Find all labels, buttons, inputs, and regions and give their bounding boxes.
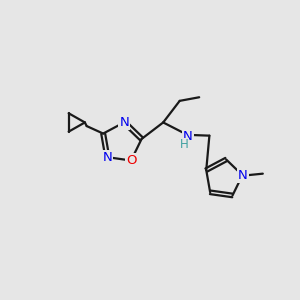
Text: N: N (103, 151, 112, 164)
Text: N: N (119, 116, 129, 129)
Text: H: H (180, 138, 189, 151)
Text: O: O (126, 154, 136, 167)
Text: N: N (238, 169, 248, 182)
Text: N: N (183, 130, 193, 143)
